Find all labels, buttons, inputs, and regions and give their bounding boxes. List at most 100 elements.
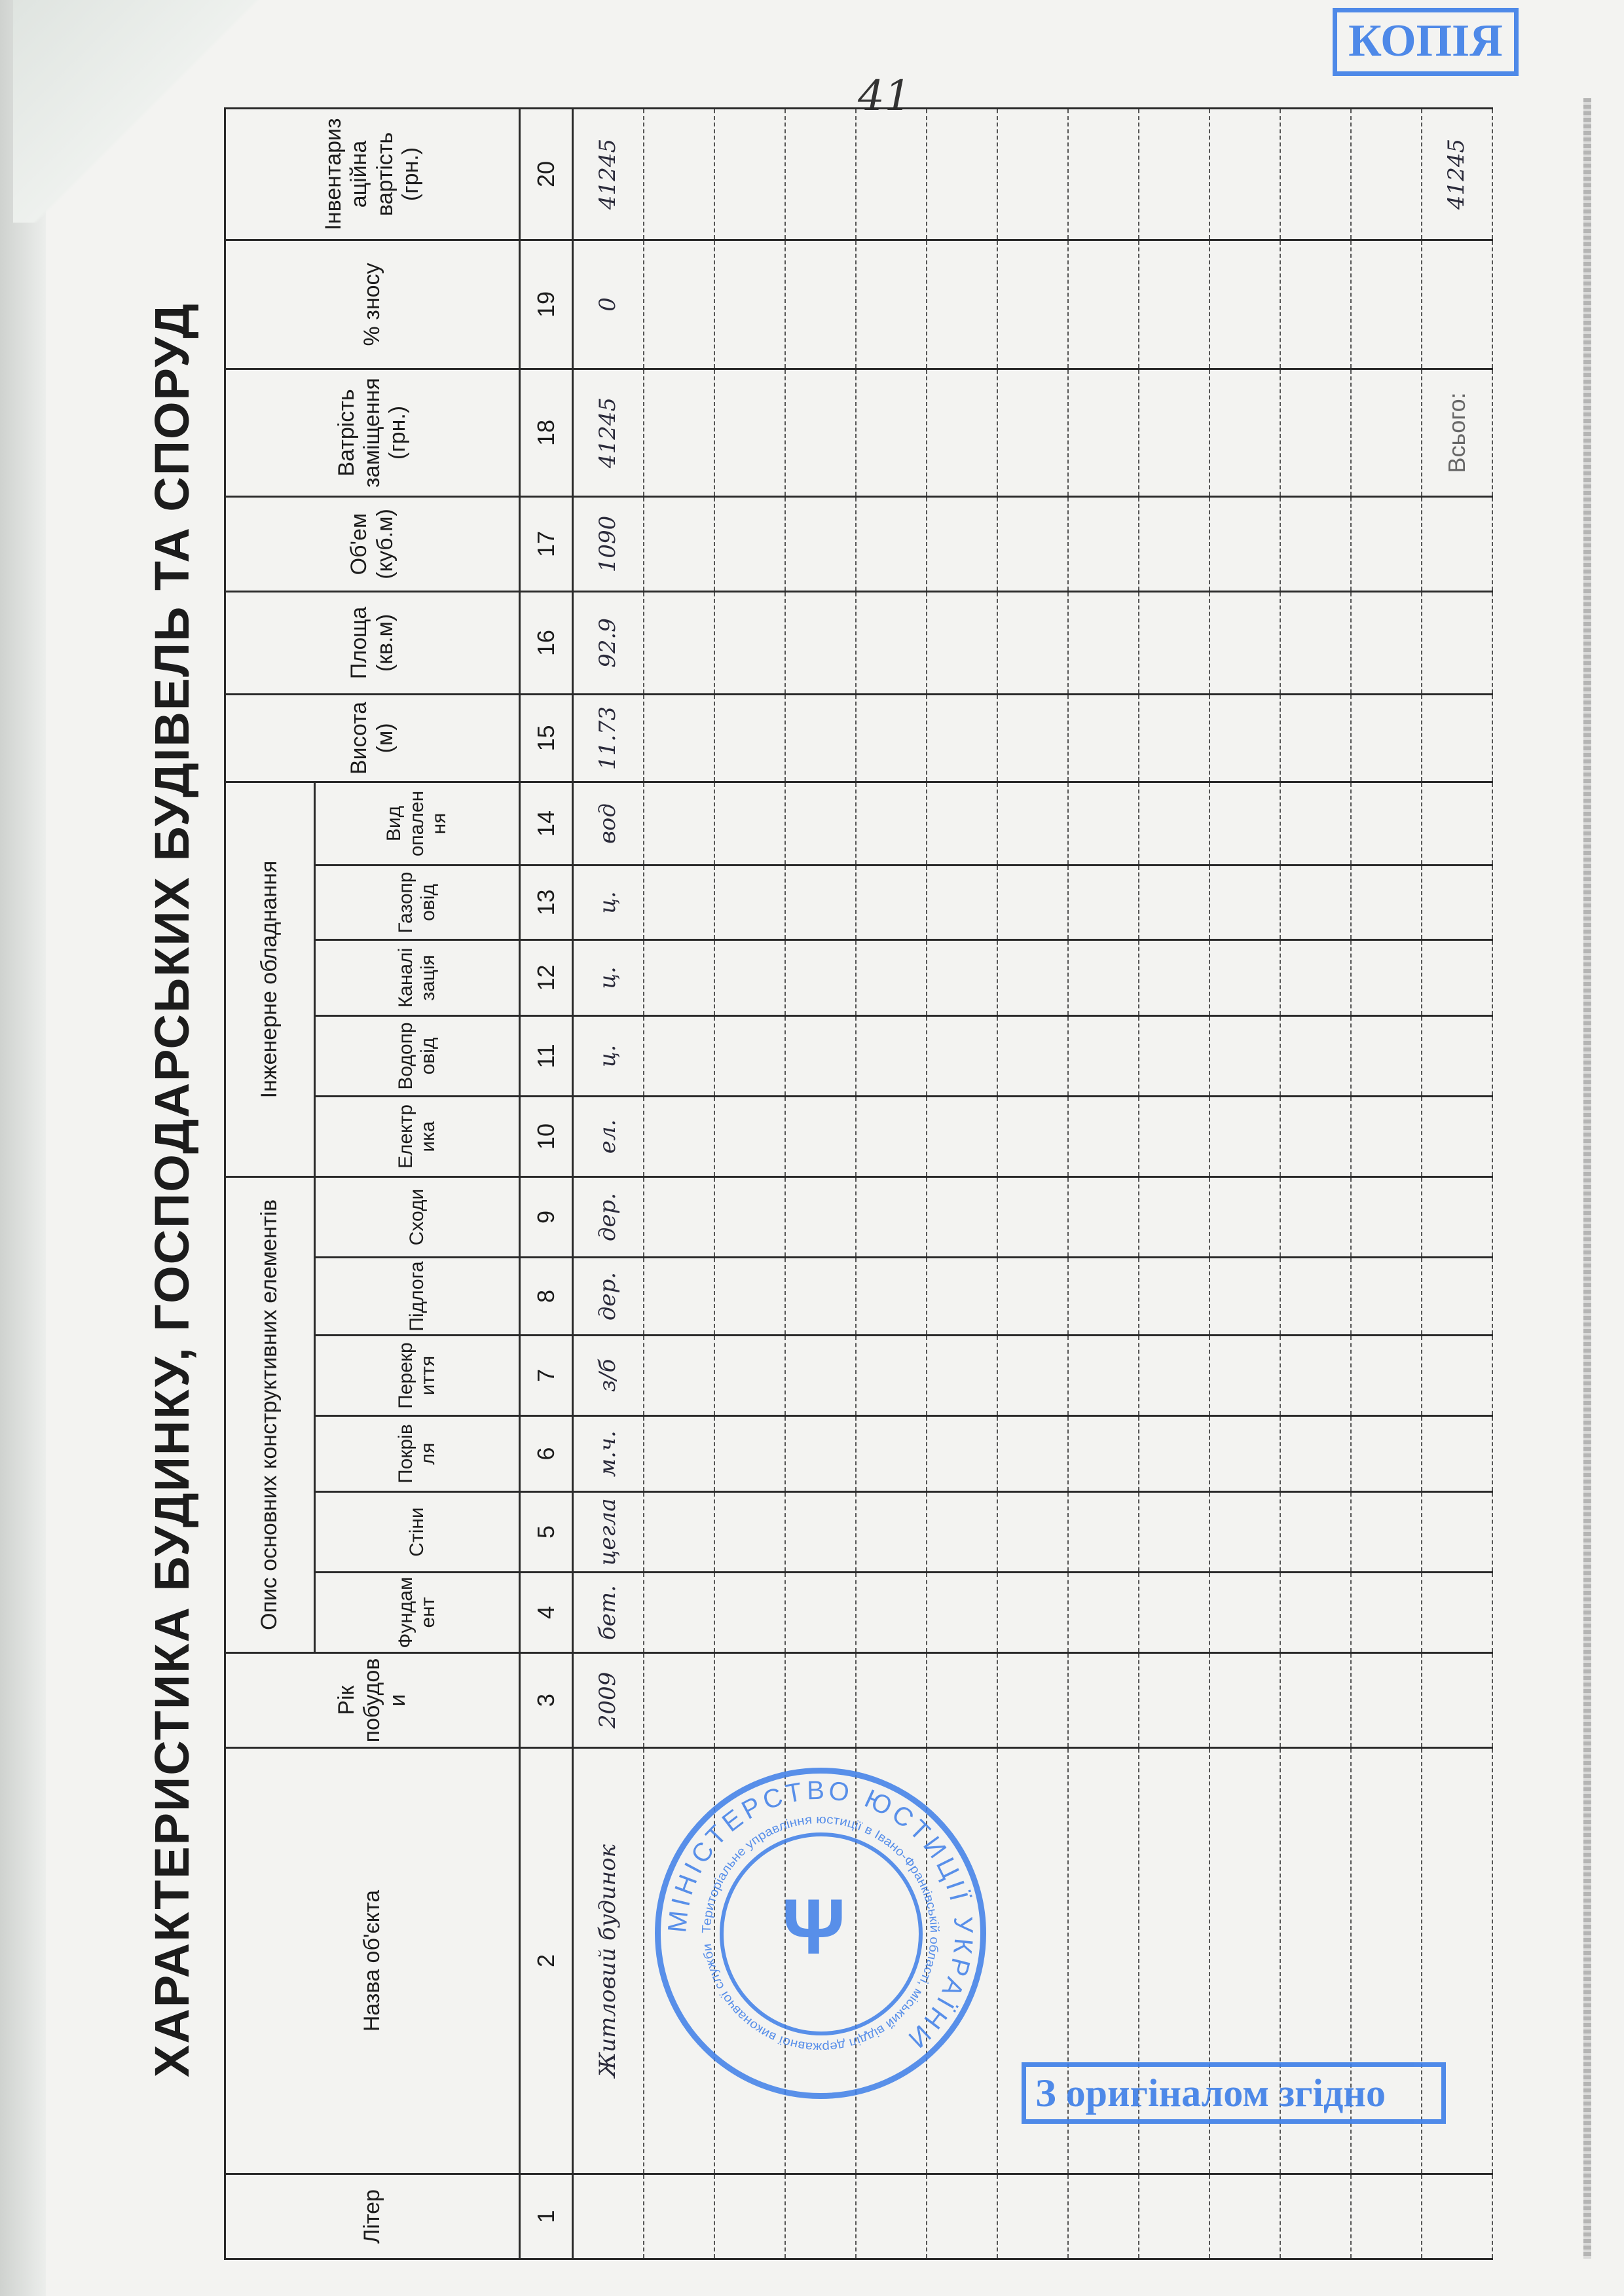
empty-cell: [1138, 1415, 1209, 1492]
empty-cell: [997, 694, 1068, 782]
header-heating: Вид опалення: [314, 782, 520, 866]
empty-cell: [784, 496, 856, 592]
table-cell: дер.: [572, 1176, 644, 1258]
column-number: 16: [519, 591, 573, 695]
empty-cell: [1067, 939, 1139, 1016]
empty-cell: [926, 939, 997, 1016]
coat-of-arms-icon: Ψ: [782, 1883, 846, 1971]
empty-cell: [1067, 1491, 1139, 1573]
empty-cell: [1280, 865, 1351, 940]
empty-cell: [926, 1015, 997, 1097]
empty-cell: [855, 1415, 927, 1492]
scan-edge: [0, 0, 46, 2296]
empty-cell: [997, 1652, 1068, 1748]
table-cell: [572, 2174, 644, 2259]
empty-cell: [784, 108, 856, 240]
column-number: 17: [519, 496, 573, 592]
header-height: Висота (м): [225, 694, 520, 782]
empty-cell: [1280, 1176, 1351, 1258]
empty-cell: [784, 1257, 856, 1336]
header-year: Рік побудови: [225, 1652, 520, 1748]
empty-cell: [1138, 782, 1209, 866]
empty-cell: [643, 1257, 714, 1336]
empty-cell: [1280, 108, 1351, 240]
empty-cell: [926, 782, 997, 866]
empty-cell: [1067, 591, 1139, 695]
empty-cell: [784, 369, 856, 497]
empty-cell: [714, 1491, 785, 1573]
empty-cell: [926, 369, 997, 497]
header-water: Водопровід: [314, 1015, 520, 1097]
empty-cell: [997, 1015, 1068, 1097]
empty-cell: [855, 1096, 927, 1177]
table-cell: 41245: [572, 369, 644, 497]
empty-cell: [855, 496, 927, 592]
empty-cell: [643, 108, 714, 240]
column-number: 9: [519, 1176, 573, 1258]
empty-cell: [1209, 1257, 1280, 1336]
total-label: Всього:: [1421, 369, 1492, 497]
empty-cell: [997, 591, 1068, 695]
empty-cell: [926, 694, 997, 782]
table-cell: з/б: [572, 1335, 644, 1416]
empty-cell: [1421, 1096, 1492, 1177]
empty-cell: [997, 496, 1068, 592]
empty-cell: [1067, 108, 1139, 240]
empty-cell: [1138, 1176, 1209, 1258]
scan-edge-right: [1583, 98, 1591, 2259]
empty-cell: [1209, 1415, 1280, 1492]
empty-cell: [1067, 1335, 1139, 1416]
empty-cell: [1138, 694, 1209, 782]
empty-cell: [1209, 694, 1280, 782]
empty-cell: [855, 1491, 927, 1573]
empty-cell: [784, 865, 856, 940]
header-wear: % зносу: [225, 240, 520, 369]
empty-cell: [643, 782, 714, 866]
header-roof: Покрівля: [314, 1415, 520, 1492]
empty-cell: [784, 2174, 856, 2259]
header-gas: Газопровід: [314, 865, 520, 940]
empty-cell: [784, 1015, 856, 1097]
empty-cell: [643, 1335, 714, 1416]
empty-cell: [1209, 591, 1280, 695]
empty-cell: [1350, 1176, 1422, 1258]
empty-cell: [1421, 939, 1492, 1016]
empty-cell: [855, 2174, 927, 2259]
header-walls: Стіни: [314, 1491, 520, 1573]
table-cell: вод: [572, 782, 644, 866]
empty-cell: [1350, 2174, 1422, 2259]
empty-cell: [784, 240, 856, 369]
empty-cell: [1421, 496, 1492, 592]
header-inventory-value: Інвентаризаційна вартість (грн.): [225, 108, 520, 240]
header-floors-slabs: Перекриття: [314, 1335, 520, 1416]
empty-cell: [714, 591, 785, 695]
empty-cell: [926, 2174, 997, 2259]
page-number: 41: [858, 72, 912, 120]
empty-cell: [1138, 240, 1209, 369]
empty-cell: [855, 108, 927, 240]
empty-cell: [926, 496, 997, 592]
empty-cell: [1421, 1176, 1492, 1258]
empty-cell: [1350, 1335, 1422, 1416]
header-replacement-cost: Ватрість заміщення (грн.): [225, 369, 520, 497]
empty-cell: [1350, 939, 1422, 1016]
empty-cell: [1421, 694, 1492, 782]
column-number: 2: [519, 1747, 573, 2174]
empty-cell: [1280, 782, 1351, 866]
empty-cell: [1209, 939, 1280, 1016]
stamp-inner-circle: [720, 1832, 923, 2035]
empty-cell: [1209, 2174, 1280, 2259]
table-cell: ц.: [572, 865, 644, 940]
empty-row: [997, 108, 1068, 2259]
empty-cell: [1067, 694, 1139, 782]
column-number: 11: [519, 1015, 573, 1097]
empty-cell: [1280, 1335, 1351, 1416]
empty-cell: [1209, 1491, 1280, 1573]
empty-cell: [1350, 1096, 1422, 1177]
empty-cell: [714, 1257, 785, 1336]
empty-cell: [1209, 1335, 1280, 1416]
empty-cell: [643, 1415, 714, 1492]
empty-cell: [1350, 1257, 1422, 1336]
column-number: 4: [519, 1572, 573, 1653]
empty-cell: [784, 1096, 856, 1177]
